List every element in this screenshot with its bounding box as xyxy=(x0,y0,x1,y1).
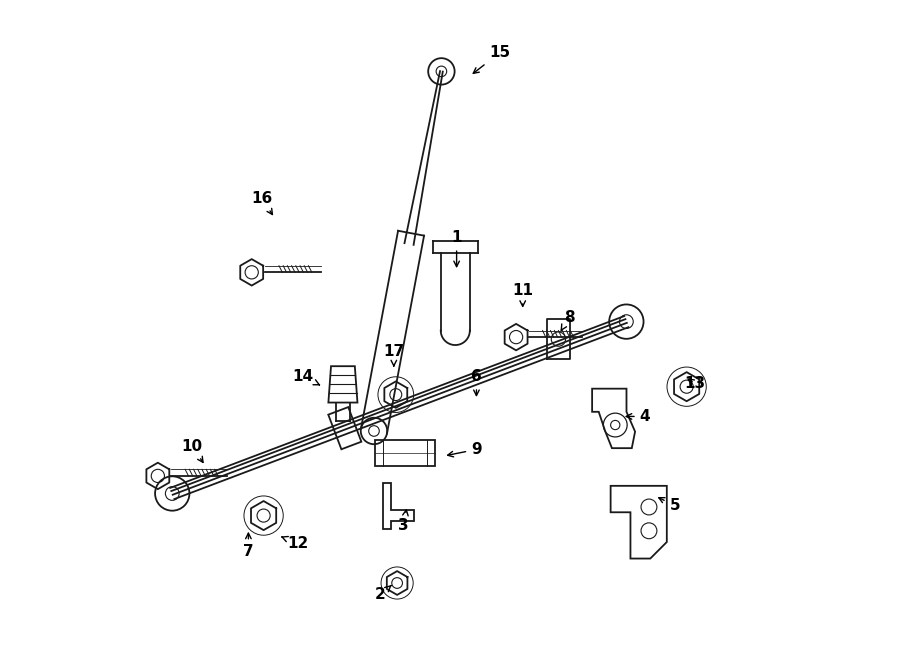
Text: 13: 13 xyxy=(684,376,705,391)
Text: 4: 4 xyxy=(626,409,651,424)
Text: 12: 12 xyxy=(282,536,309,551)
Text: 15: 15 xyxy=(473,46,510,73)
Text: 5: 5 xyxy=(659,498,680,513)
Text: 16: 16 xyxy=(251,191,273,215)
Text: 8: 8 xyxy=(561,310,574,330)
Text: 17: 17 xyxy=(383,344,404,366)
Text: 3: 3 xyxy=(399,510,409,533)
Text: 7: 7 xyxy=(243,533,254,559)
Text: 6: 6 xyxy=(471,369,482,395)
Text: 1: 1 xyxy=(452,231,462,266)
Text: 9: 9 xyxy=(447,442,482,457)
Text: 11: 11 xyxy=(512,284,533,306)
Text: 10: 10 xyxy=(182,439,203,463)
Bar xyxy=(375,440,435,466)
Text: 14: 14 xyxy=(292,369,320,385)
Text: 2: 2 xyxy=(375,586,391,602)
